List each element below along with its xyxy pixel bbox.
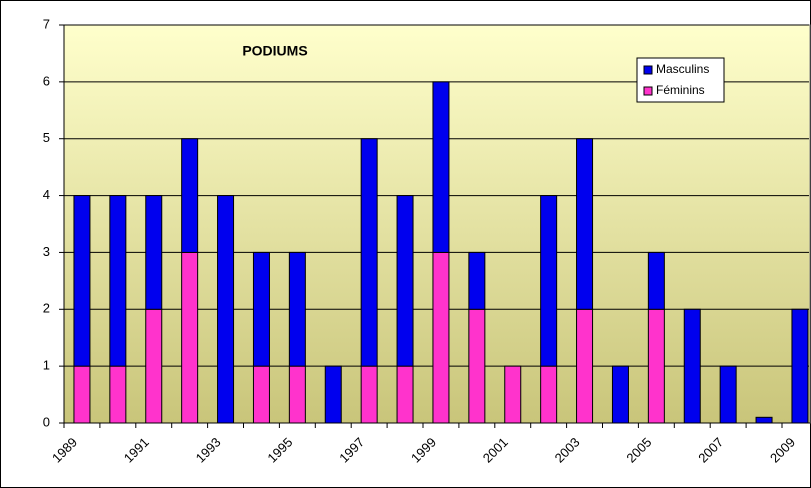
bar-segment [109,195,127,367]
legend-swatch [643,86,653,96]
y-tick-label: 4 [43,187,50,202]
y-tick-label: 6 [43,73,50,88]
bar-segment [73,365,91,424]
legend-swatch [643,65,653,75]
bar-segment [719,365,737,424]
y-tick-label: 1 [43,358,50,373]
bar-segment [73,195,91,367]
bar-segment [504,365,522,424]
bar-segment [468,251,486,310]
bar-segment [540,365,558,424]
bar-segment [324,365,342,424]
bar-segment [360,138,378,367]
bar-segment [576,308,594,424]
bar-segment [432,81,450,253]
bar-segment [396,195,414,367]
bar-segment [683,308,701,424]
bar-segment [288,365,306,424]
legend-label: Masculins [656,62,709,76]
bar-segment [755,416,773,424]
bar-segment [611,365,629,424]
y-tick-label: 7 [43,16,50,31]
bar-segment [360,365,378,424]
bar-segment [109,365,127,424]
bar-segment [396,365,414,424]
y-tick-label: 0 [43,414,50,429]
bar-segment [647,251,665,310]
chart-title: PODIUMS [242,43,307,59]
bar-segment [468,308,486,424]
bar-segment [217,195,235,424]
bar-segment [181,138,199,253]
legend-label: Féminins [656,83,705,97]
bar-segment [181,251,199,424]
bar-segment [647,308,665,424]
bar-segment [288,251,306,367]
y-tick-label: 2 [43,301,50,316]
y-tick-label: 3 [43,244,50,259]
bar-segment [791,308,809,424]
bar-segment [252,365,270,424]
bar-segment [145,308,163,424]
bar-segment [145,195,163,310]
bar-segment [252,251,270,367]
y-tick-label: 5 [43,130,50,145]
bar-segment [576,138,594,310]
plot [64,24,809,424]
bar-segment [432,251,450,424]
bar-segment [540,195,558,367]
